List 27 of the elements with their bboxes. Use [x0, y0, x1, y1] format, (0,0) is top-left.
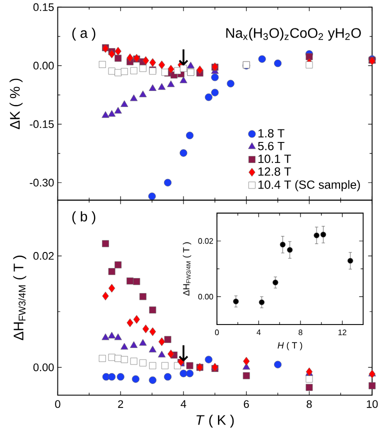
y-tick-label: 0.15 [33, 3, 54, 12]
legend-label: 1.8 T [258, 129, 284, 138]
y-axis-title: ΔH$_{FW3/4M}$ ( T ) [13, 256, 26, 340]
x-tick-label: 2 [118, 400, 123, 408]
legend-label: 12.8 T [258, 167, 291, 176]
y-axis-title: ΔK ( % ) [9, 78, 22, 130]
legend-label: 10.4 T (SC sample) [258, 180, 360, 192]
y-axis-title: ΔH$_{FW3/4M}$ ( T ) [182, 242, 191, 296]
x-axis-title: T ( K ) [196, 414, 234, 428]
y-tick-label: -0.15 [30, 120, 54, 128]
x-axis-title: H ( T ) [277, 342, 302, 350]
annotation: ↓ [178, 49, 188, 66]
legend-label: 10.1 T [258, 154, 291, 164]
annotation: ( b ) [72, 211, 96, 224]
x-tick-label: 4 [180, 400, 186, 408]
annotation: ↓ [178, 345, 188, 362]
legend-label: 5.6 T [258, 142, 284, 150]
x-tick-label: 0 [54, 400, 60, 408]
y-tick-label: 0.00 [33, 62, 54, 70]
annotation: ( a ) [72, 28, 96, 41]
y-tick-label: 0.00 [33, 364, 54, 372]
x-tick-label: 6 [244, 400, 249, 408]
text: Na$_{x}$(H$_{3}$O)$_{z}$CoO$_{2}$ yH$_{2}$O [226, 28, 361, 41]
y-tick-label: -0.30 [30, 178, 54, 186]
x-tick-label: 8 [306, 400, 312, 408]
x-tick-label: 10 [366, 400, 378, 408]
y-tick-label: 0.02 [33, 252, 54, 260]
